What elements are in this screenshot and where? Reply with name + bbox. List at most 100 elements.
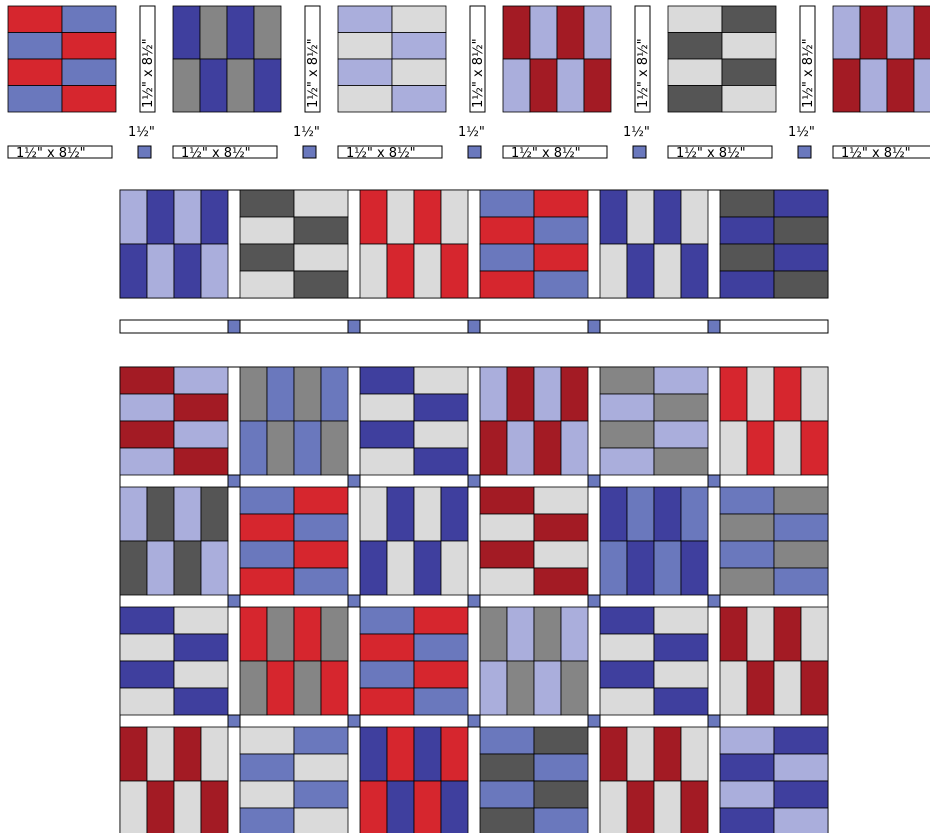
cutting-bar-1 — [61, 5, 117, 33]
quilt-r1-bar-7 — [773, 567, 829, 596]
row-one-bar-2 — [386, 189, 415, 245]
quilt-r2-bar-1 — [239, 660, 268, 716]
quilt-r1-bar-2 — [386, 486, 415, 542]
quilt-r1-bar-3 — [146, 540, 175, 596]
quilt-r0-bar-6 — [560, 366, 589, 422]
quilt-r2-bar-2 — [359, 633, 415, 662]
quilt-r1-bar-0 — [599, 486, 628, 542]
quilt-r2-bar-7 — [413, 687, 469, 716]
cutting-bar-0 — [337, 5, 393, 33]
cutting-bar-6 — [583, 5, 612, 60]
row-one-bar-6 — [440, 189, 469, 245]
quilt-r0-bar-1 — [239, 420, 268, 476]
quilt-cornerstone-1-4 — [707, 594, 721, 608]
row-one-bar-0 — [119, 189, 148, 245]
quilt-r0-bar-2 — [506, 366, 535, 422]
quilt-r1-bar-3 — [626, 540, 655, 596]
quilt-r3-bar-6 — [239, 807, 295, 833]
row-one-bar-0 — [719, 189, 775, 218]
quilt-r1-bar-6 — [719, 567, 775, 596]
vertical-strip-label-1: 1½" x 8½" — [306, 38, 321, 108]
quilt-r1-bar-5 — [533, 540, 589, 569]
quilt-r1-bar-5 — [173, 540, 202, 596]
quilt-top-assembly — [119, 366, 829, 833]
horizontal-strip-label-4: 1½" x 8½" — [676, 146, 746, 161]
sashing-cornerstone-0 — [227, 319, 241, 334]
quilt-r3-bar-5 — [293, 780, 349, 809]
horizontal-strip-5 — [832, 145, 930, 159]
row-one-bar-2 — [626, 189, 655, 245]
quilt-r2-bar-3 — [506, 660, 535, 716]
quilt-r1-bar-1 — [359, 540, 388, 596]
vertical-strip-label-2: 1½" x 8½" — [471, 38, 486, 108]
quilt-r0-lavender-red-block — [479, 366, 589, 476]
row-one-bar-1 — [293, 189, 349, 218]
quilt-r2-bar-1 — [653, 606, 709, 635]
quilt-r3-bar-3 — [533, 753, 589, 782]
row-one-darkgray-white-block — [239, 189, 349, 299]
quilt-r2-bar-3 — [173, 633, 229, 662]
quilt-cornerstone-1-3 — [587, 594, 601, 608]
quilt-r2-bar-1 — [173, 606, 229, 635]
row-one-bar-4 — [653, 189, 682, 245]
cutting-bar-3 — [721, 32, 777, 60]
cornerstone-piece-4 — [797, 145, 812, 159]
cutting-bar-6 — [7, 85, 63, 113]
vertical-strip-label-3: 1½" x 8½" — [636, 38, 651, 108]
quilt-r1-bar-7 — [680, 540, 709, 596]
quilt-r2-bar-0 — [599, 606, 655, 635]
quilt-r3-darkred-lightgray-2-block — [599, 726, 709, 833]
cutting-lightgray-darkgray-bars-block — [667, 5, 777, 113]
cutting-bar-3 — [199, 58, 228, 113]
quilt-r0-bar-5 — [413, 420, 469, 449]
quilt-r0-bar-7 — [800, 420, 829, 476]
row-one-bar-5 — [773, 243, 829, 272]
quilt-r1-bar-0 — [719, 486, 775, 515]
quilt-r2-bar-0 — [239, 606, 268, 662]
row-one-bar-0 — [239, 189, 295, 218]
quilt-r3-bar-7 — [773, 807, 829, 833]
cutting-bar-6 — [913, 5, 930, 60]
quilt-r3-bar-1 — [773, 726, 829, 755]
quilt-cornerstone-0-2 — [467, 474, 481, 488]
horizontal-strip-1 — [172, 145, 278, 159]
quilt-r1-bar-1 — [533, 486, 589, 515]
quilt-r3-bar-6 — [440, 726, 469, 782]
quilt-r0-bar-3 — [653, 393, 709, 422]
quilt-r0-bar-1 — [653, 366, 709, 395]
cutting-bar-0 — [832, 5, 861, 60]
quilt-r0-bar-4 — [293, 366, 322, 422]
quilt-r2-bar-6 — [119, 687, 175, 716]
quilt-r2-bar-3 — [266, 660, 295, 716]
quilt-r1-bar-0 — [479, 486, 535, 515]
quilt-r2-bar-0 — [359, 606, 415, 635]
quilt-r1-bar-4 — [173, 486, 202, 542]
sashing-strip-0 — [119, 319, 229, 334]
row-one-bar-3 — [533, 216, 589, 245]
cutting-bar-2 — [859, 5, 888, 60]
quilt-r2-bar-3 — [746, 660, 775, 716]
cutting-bar-4 — [7, 58, 63, 86]
quilt-r3-bar-6 — [479, 807, 535, 833]
quilt-r3-bar-0 — [359, 726, 388, 782]
quilt-r3-bar-1 — [599, 780, 628, 833]
sashing-strip-4 — [599, 319, 709, 334]
quilt-r0-bar-0 — [239, 366, 268, 422]
quilt-r1-bar-6 — [440, 486, 469, 542]
quilt-r0-bar-5 — [293, 420, 322, 476]
cutting-bar-7 — [253, 58, 282, 113]
row-one-bar-4 — [479, 243, 535, 272]
quilt-r1-bar-4 — [653, 486, 682, 542]
cornerstone-label-3: 1½" — [623, 125, 650, 140]
cutting-bar-1 — [391, 5, 447, 33]
row-one-bar-3 — [626, 243, 655, 299]
row-one-bar-4 — [239, 243, 295, 272]
quilt-r3-bar-1 — [119, 780, 148, 833]
quilt-r0-bar-4 — [599, 420, 655, 449]
quilt-r0-bar-0 — [119, 366, 175, 395]
row-one-bar-6 — [200, 189, 229, 245]
quilt-r2-bar-5 — [413, 660, 469, 689]
cutting-lavender-red-bars-block — [832, 5, 930, 113]
quilt-cornerstone-2-3 — [587, 714, 601, 728]
quilt-cornerstone-2-4 — [707, 714, 721, 728]
